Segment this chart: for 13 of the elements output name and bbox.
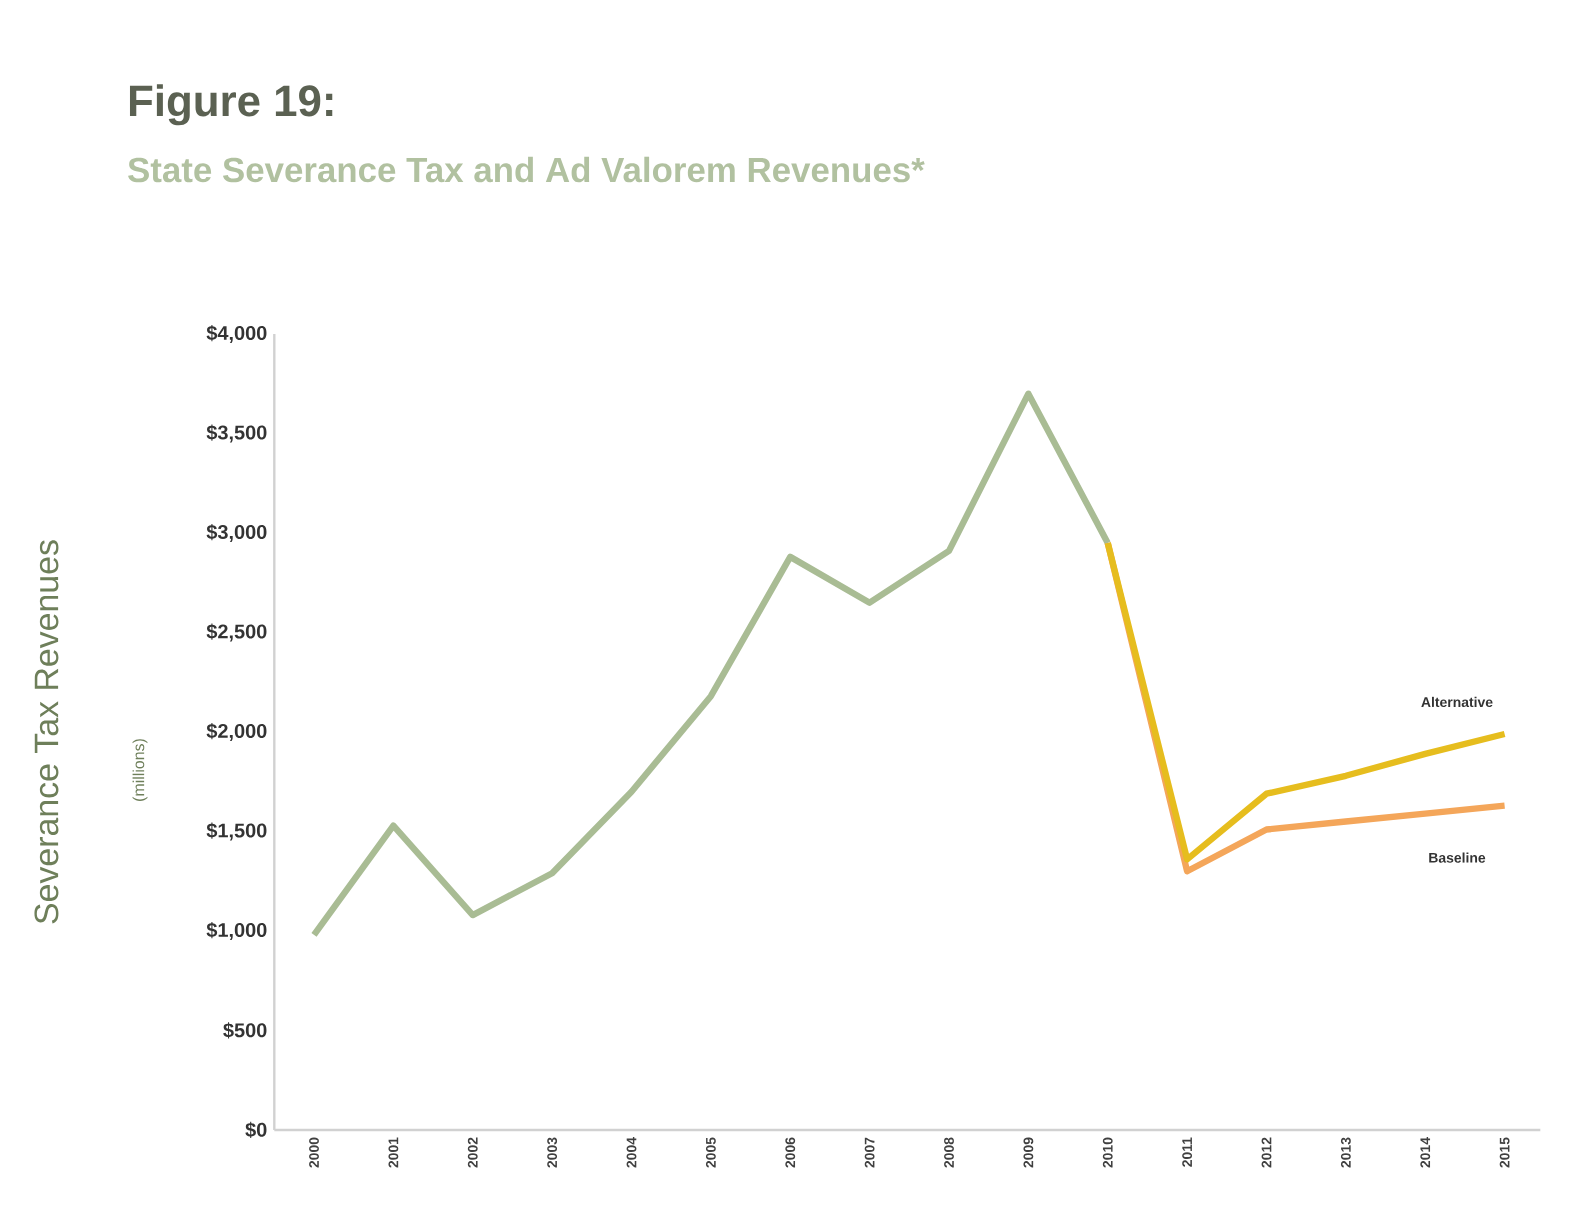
y-tick-label: $2,000	[206, 723, 267, 741]
y-tick-label: $3,000	[206, 524, 267, 542]
line-series	[310, 390, 1111, 939]
y-tick-label: $500	[223, 1022, 267, 1039]
y-tick-label: $1,000	[206, 922, 267, 940]
chart-subtitle: State Severance Tax and Ad Valorem Revenues*	[128, 156, 925, 183]
y-tick-label: $3,500	[206, 424, 267, 443]
y-tick-label: $2,500	[206, 623, 267, 642]
y-axis-title: Severance Tax Revenues	[34, 540, 59, 924]
chart-title: Figure 19:	[129, 84, 333, 126]
y-tick-label: $0	[245, 1121, 267, 1139]
y-tick-label: $1,500	[206, 822, 267, 841]
y-tick-label: $4,000	[206, 325, 267, 343]
